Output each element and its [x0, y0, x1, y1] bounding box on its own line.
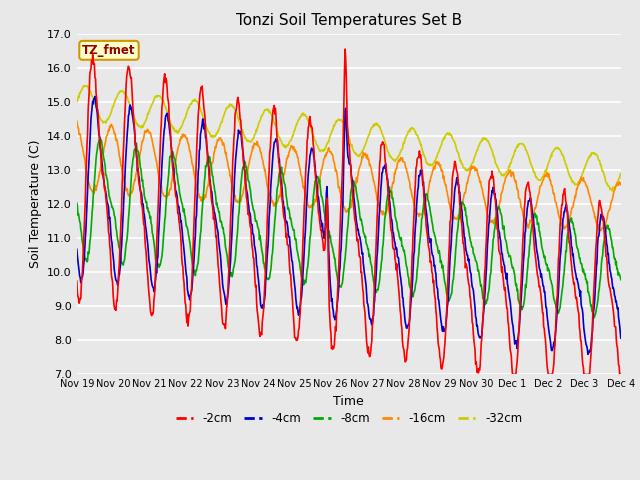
X-axis label: Time: Time	[333, 395, 364, 408]
Text: TZ_fmet: TZ_fmet	[82, 44, 136, 57]
Title: Tonzi Soil Temperatures Set B: Tonzi Soil Temperatures Set B	[236, 13, 462, 28]
Y-axis label: Soil Temperature (C): Soil Temperature (C)	[29, 140, 42, 268]
Legend: -2cm, -4cm, -8cm, -16cm, -32cm: -2cm, -4cm, -8cm, -16cm, -32cm	[171, 408, 527, 430]
